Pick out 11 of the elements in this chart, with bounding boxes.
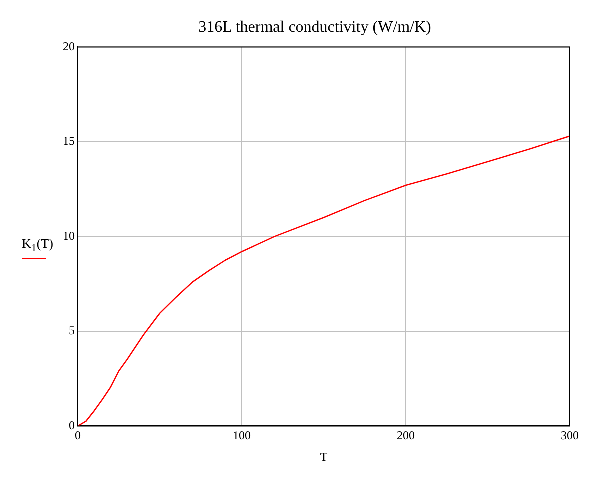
y-tick-label: 0 (69, 418, 75, 432)
x-axis-title: T (320, 450, 328, 464)
y-tick-label: 5 (69, 324, 75, 338)
y-tick-label: 15 (63, 134, 75, 148)
y-tick-label: 20 (63, 39, 75, 54)
x-tick-label: 100 (233, 428, 251, 443)
chart-title: 316L thermal conductivity (W/m/K) (198, 18, 432, 36)
x-tick-label: 200 (397, 428, 415, 443)
text: K$_{1}$(T) (22, 236, 54, 255)
y-tick-label: 10 (63, 228, 75, 243)
x-tick-label: 300 (561, 428, 579, 443)
